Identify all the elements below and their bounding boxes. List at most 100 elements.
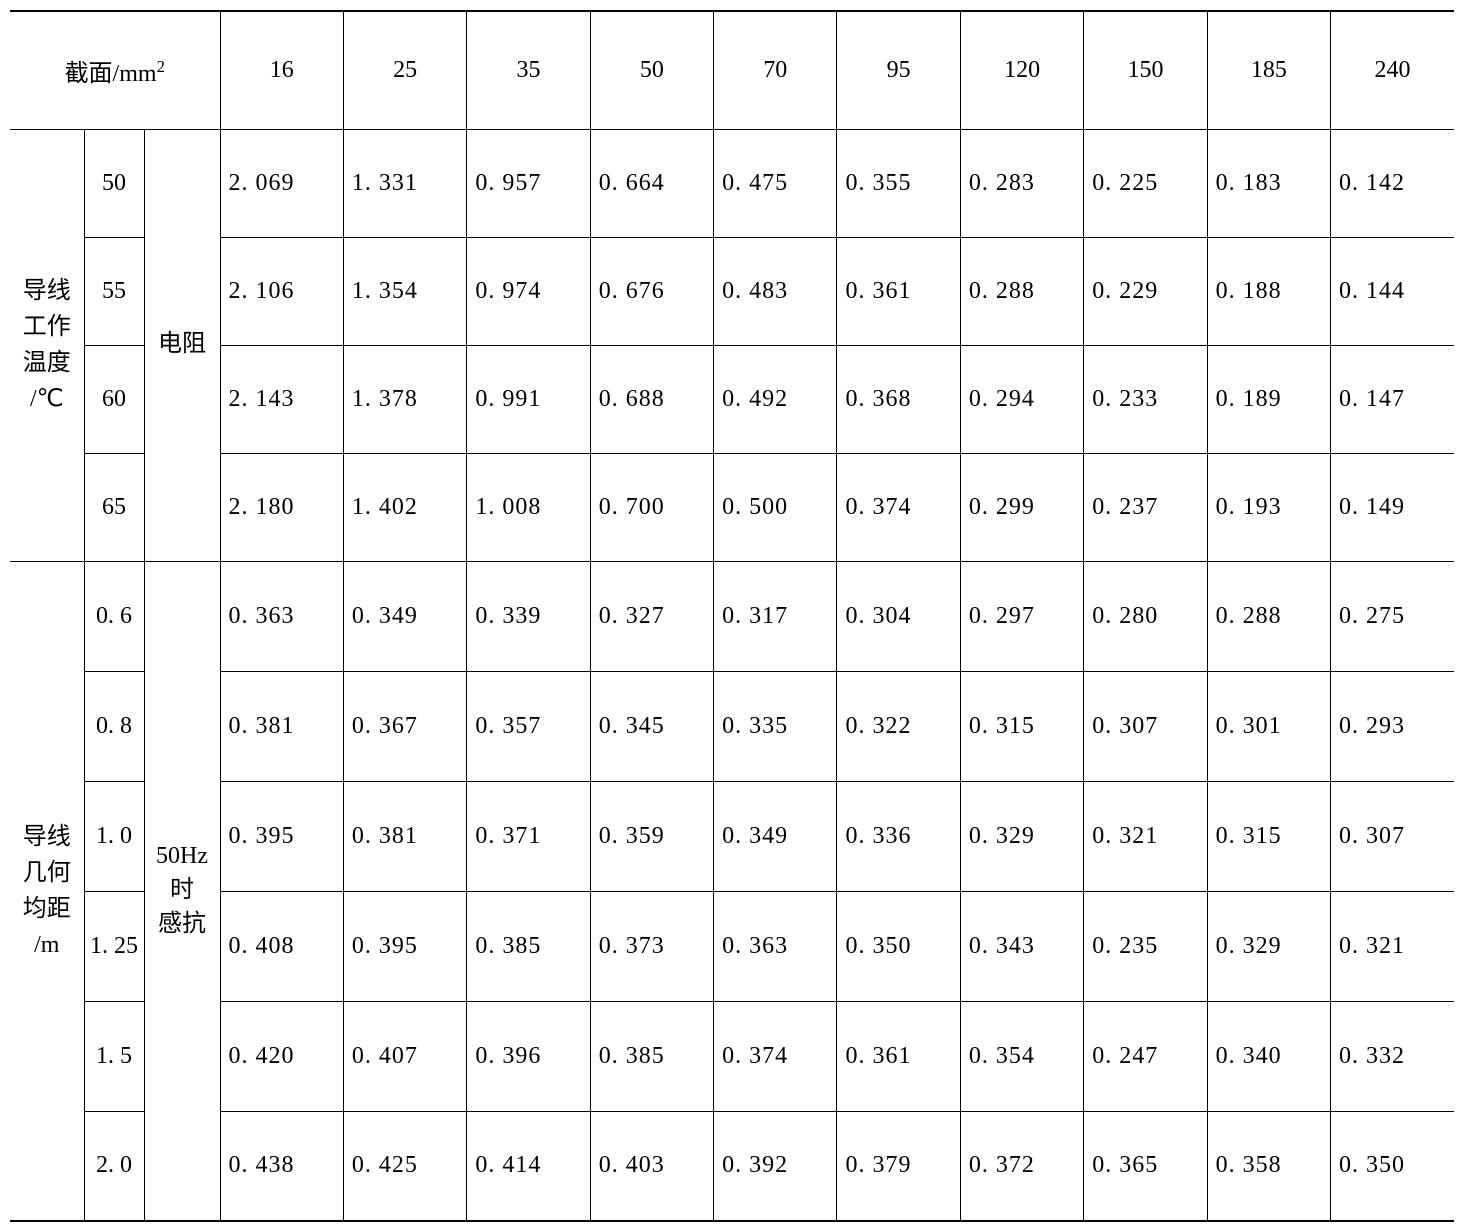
data-cell: 0. 142: [1331, 129, 1454, 237]
area-label: 截面/mm: [65, 61, 157, 87]
table-row: 导线 几何 均距 /m 0. 6 50Hz 时 感抗 0. 363 0. 349…: [10, 561, 1454, 671]
col-header: 120: [960, 11, 1083, 129]
data-cell: 0. 676: [590, 237, 713, 345]
section-label-line: 温度: [23, 350, 71, 376]
data-cell: 0. 358: [1207, 1111, 1330, 1221]
data-cell: 0. 379: [837, 1111, 960, 1221]
data-cell: 0. 368: [837, 345, 960, 453]
param-cell: 0. 6: [84, 561, 144, 671]
section-label-line: 导线: [23, 824, 71, 850]
data-cell: 0. 229: [1084, 237, 1207, 345]
data-cell: 0. 193: [1207, 453, 1330, 561]
section-label-line: 均距: [23, 896, 71, 922]
col-header: 16: [220, 11, 343, 129]
data-cell: 1. 008: [467, 453, 590, 561]
data-cell: 0. 957: [467, 129, 590, 237]
data-cell: 0. 407: [343, 1001, 466, 1111]
area-sup: 2: [157, 57, 165, 76]
table-row: 0. 8 0. 381 0. 367 0. 357 0. 345 0. 335 …: [10, 671, 1454, 781]
data-cell: 0. 336: [837, 781, 960, 891]
data-cell: 0. 425: [343, 1111, 466, 1221]
data-cell: 0. 420: [220, 1001, 343, 1111]
table-row: 1. 5 0. 420 0. 407 0. 396 0. 385 0. 374 …: [10, 1001, 1454, 1111]
data-cell: 0. 339: [467, 561, 590, 671]
data-cell: 0. 396: [467, 1001, 590, 1111]
table-row: 65 2. 180 1. 402 1. 008 0. 700 0. 500 0.…: [10, 453, 1454, 561]
data-cell: 0. 355: [837, 129, 960, 237]
data-cell: 0. 395: [343, 891, 466, 1001]
data-cell: 0. 483: [714, 237, 837, 345]
data-cell: 0. 408: [220, 891, 343, 1001]
data-cell: 0. 327: [590, 561, 713, 671]
data-cell: 2. 180: [220, 453, 343, 561]
data-cell: 0. 664: [590, 129, 713, 237]
section-label-line: 工作: [23, 314, 71, 340]
data-table: 截面/mm2 16 25 35 50 70 95 120 150 185 240…: [10, 10, 1454, 1222]
data-cell: 0. 438: [220, 1111, 343, 1221]
param-cell: 1. 25: [84, 891, 144, 1001]
data-cell: 0. 371: [467, 781, 590, 891]
param-cell: 55: [84, 237, 144, 345]
section2-label: 导线 几何 均距 /m: [10, 561, 84, 1221]
data-cell: 0. 304: [837, 561, 960, 671]
data-cell: 0. 322: [837, 671, 960, 781]
col-header: 50: [590, 11, 713, 129]
data-cell: 0. 147: [1331, 345, 1454, 453]
section-label-line: 导线: [23, 278, 71, 304]
col-header: 240: [1331, 11, 1454, 129]
property-line: 感抗: [158, 911, 206, 937]
data-cell: 0. 183: [1207, 129, 1330, 237]
data-cell: 0. 288: [960, 237, 1083, 345]
data-cell: 0. 329: [1207, 891, 1330, 1001]
header-row: 截面/mm2 16 25 35 50 70 95 120 150 185 240: [10, 11, 1454, 129]
col-header: 95: [837, 11, 960, 129]
data-cell: 0. 500: [714, 453, 837, 561]
data-cell: 0. 301: [1207, 671, 1330, 781]
data-cell: 0. 349: [714, 781, 837, 891]
data-cell: 0. 354: [960, 1001, 1083, 1111]
data-cell: 0. 315: [960, 671, 1083, 781]
data-cell: 0. 237: [1084, 453, 1207, 561]
col-header: 25: [343, 11, 466, 129]
section1-label: 导线 工作 温度 /℃: [10, 129, 84, 561]
data-cell: 0. 225: [1084, 129, 1207, 237]
data-cell: 0. 385: [590, 1001, 713, 1111]
data-cell: 0. 317: [714, 561, 837, 671]
data-cell: 0. 974: [467, 237, 590, 345]
data-cell: 0. 315: [1207, 781, 1330, 891]
data-cell: 0. 329: [960, 781, 1083, 891]
table-row: 55 2. 106 1. 354 0. 974 0. 676 0. 483 0.…: [10, 237, 1454, 345]
data-cell: 0. 283: [960, 129, 1083, 237]
param-cell: 1. 0: [84, 781, 144, 891]
table-row: 60 2. 143 1. 378 0. 991 0. 688 0. 492 0.…: [10, 345, 1454, 453]
data-cell: 0. 345: [590, 671, 713, 781]
data-cell: 0. 294: [960, 345, 1083, 453]
table-row: 1. 0 0. 395 0. 381 0. 371 0. 359 0. 349 …: [10, 781, 1454, 891]
data-cell: 0. 299: [960, 453, 1083, 561]
property-line: 50Hz: [156, 843, 208, 869]
section-label-unit: /m: [34, 932, 59, 958]
data-cell: 0. 293: [1331, 671, 1454, 781]
param-cell: 60: [84, 345, 144, 453]
data-cell: 0. 247: [1084, 1001, 1207, 1111]
data-cell: 0. 343: [960, 891, 1083, 1001]
data-cell: 1. 378: [343, 345, 466, 453]
property-line: 时: [170, 877, 194, 903]
data-cell: 0. 350: [1331, 1111, 1454, 1221]
col-header: 35: [467, 11, 590, 129]
data-cell: 0. 381: [343, 781, 466, 891]
data-cell: 0. 321: [1084, 781, 1207, 891]
data-cell: 0. 395: [220, 781, 343, 891]
data-cell: 0. 359: [590, 781, 713, 891]
table-row: 1. 25 0. 408 0. 395 0. 385 0. 373 0. 363…: [10, 891, 1454, 1001]
data-cell: 0. 363: [714, 891, 837, 1001]
data-cell: 0. 335: [714, 671, 837, 781]
data-cell: 0. 385: [467, 891, 590, 1001]
data-cell: 0. 189: [1207, 345, 1330, 453]
data-cell: 1. 331: [343, 129, 466, 237]
data-cell: 0. 991: [467, 345, 590, 453]
data-cell: 1. 402: [343, 453, 466, 561]
data-cell: 0. 688: [590, 345, 713, 453]
data-cell: 0. 297: [960, 561, 1083, 671]
data-cell: 0. 365: [1084, 1111, 1207, 1221]
